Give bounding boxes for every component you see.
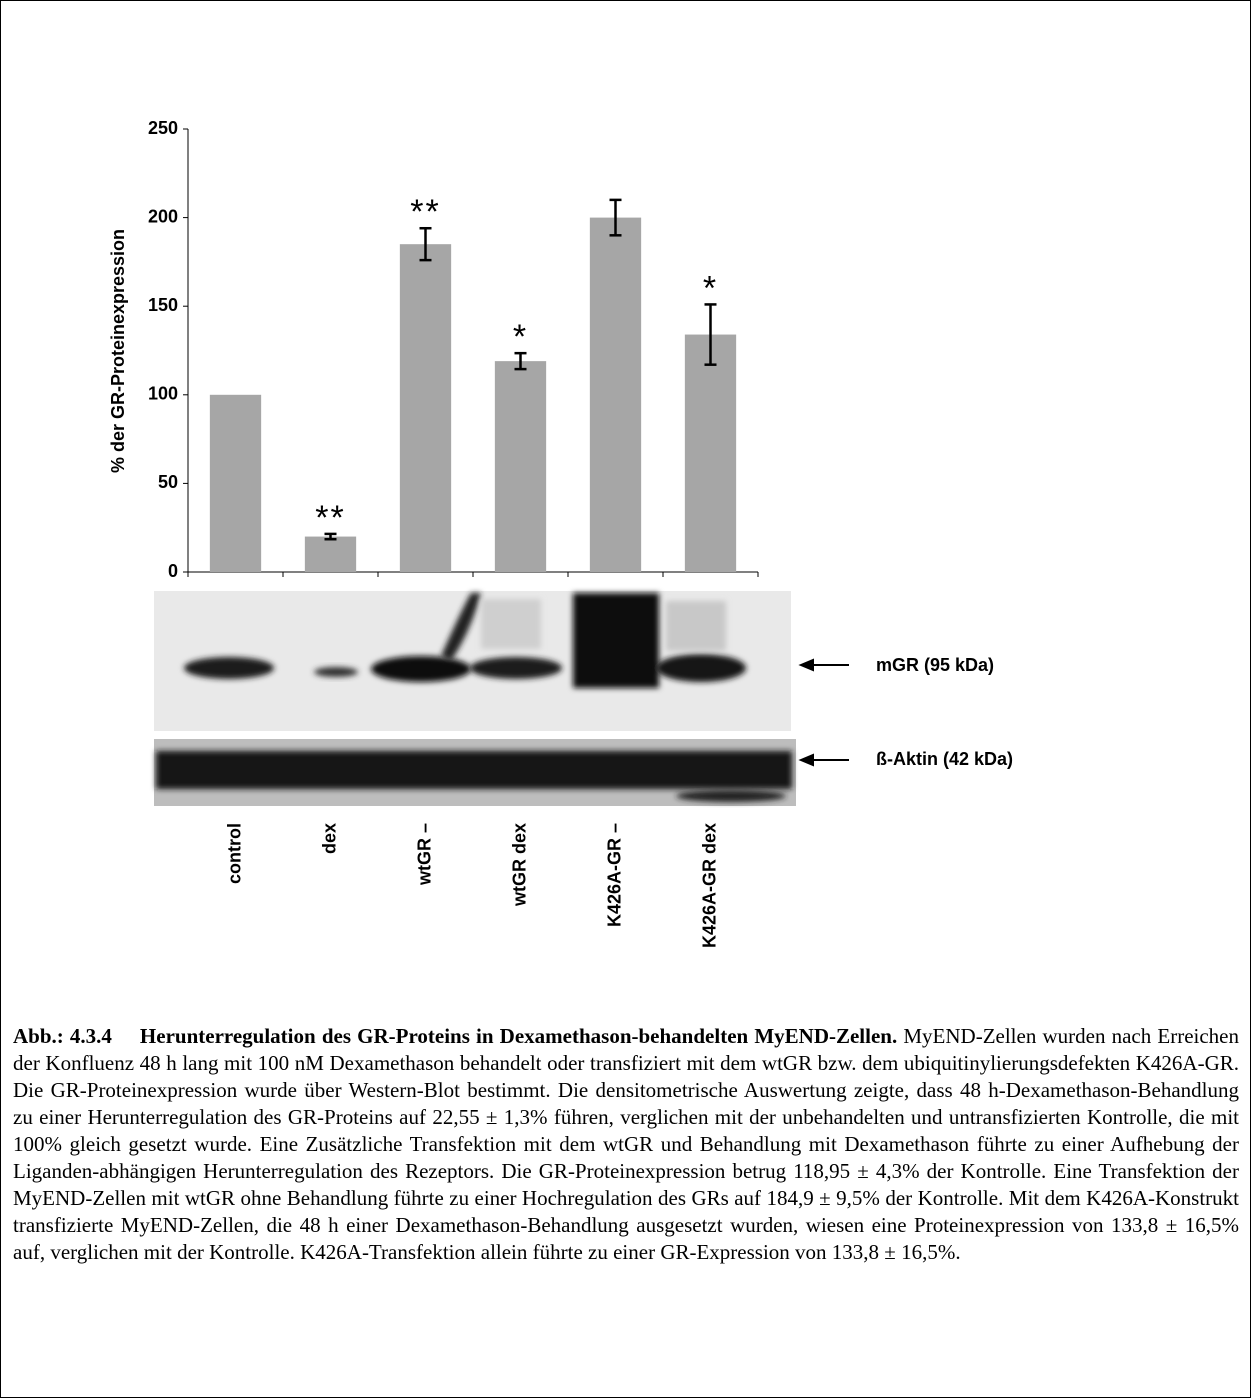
significance-marker: **	[315, 499, 345, 537]
bar	[210, 395, 261, 572]
mgr-blot	[154, 591, 791, 731]
bar	[685, 335, 736, 572]
bar	[495, 361, 546, 572]
y-tick-label: 0	[168, 561, 178, 581]
y-tick-label: 150	[148, 295, 178, 315]
caption-body: MyEND-Zellen wurden nach Erreichen der K…	[13, 1024, 1239, 1264]
caption: Abb.: 4.3.4 Herunterregulation des GR-Pro…	[13, 1023, 1239, 1266]
x-tick-label: K426A-GR dex	[699, 823, 719, 948]
bar	[400, 244, 451, 572]
y-tick-label: 250	[148, 118, 178, 138]
figure: % der GR-Proteinexpression mGR (95 kDa) …	[1, 1, 1251, 1011]
significance-marker: *	[513, 318, 528, 356]
blot-label: mGR (95 kDa)	[876, 655, 994, 675]
caption-title: Herunterregulation des GR-Proteins in De…	[140, 1024, 897, 1048]
caption-number: Abb.: 4.3.4	[13, 1024, 112, 1048]
page: % der GR-Proteinexpression mGR (95 kDa) …	[0, 0, 1251, 1398]
significance-marker: *	[703, 269, 718, 307]
x-tick-label: dex	[319, 823, 339, 854]
y-axis-label: % der GR-Proteinexpression	[108, 229, 128, 473]
significance-marker: **	[410, 193, 440, 231]
y-tick-label: 50	[158, 472, 178, 492]
blot-label: ß-Aktin (42 kDa)	[876, 749, 1013, 769]
x-tick-label: wtGR dex	[509, 823, 529, 907]
x-tick-label: wtGR –	[414, 823, 434, 886]
actin-blot	[154, 739, 796, 806]
bar	[590, 218, 641, 572]
y-tick-label: 100	[148, 384, 178, 404]
bar	[305, 537, 356, 572]
y-tick-label: 200	[148, 206, 178, 226]
x-tick-label: K426A-GR –	[604, 823, 624, 927]
x-tick-label: control	[224, 823, 244, 884]
arrows	[801, 660, 849, 765]
